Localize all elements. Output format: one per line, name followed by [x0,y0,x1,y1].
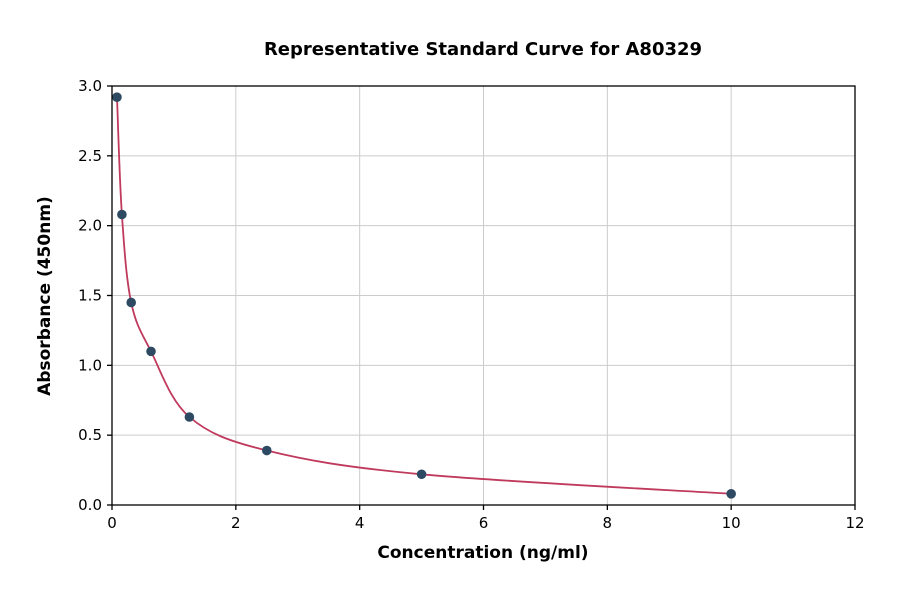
y-tick-label: 0.0 [78,496,102,514]
y-tick-label: 2.0 [78,217,102,235]
x-ticks-group: 0 2 4 6 8 10 12 [107,505,865,532]
y-ticks-group: 0.0 0.5 1.0 1.5 2.0 2.5 3.0 [78,77,112,514]
y-tick-label: 3.0 [78,77,102,95]
data-point [117,209,127,220]
y-tick-label: 0.5 [78,426,102,444]
x-axis-label: Concentration (ng/ml) [377,543,588,563]
data-point [184,412,195,422]
data-point [726,489,736,499]
y-tick-label: 1.0 [78,356,102,374]
y-tick-label: 1.5 [78,287,102,305]
x-tick-label: 2 [231,514,241,532]
y-axis-label: Absorbance (450nm) [35,196,55,396]
x-tick-label: 10 [722,514,741,532]
x-tick-label: 12 [845,514,864,532]
data-points-group [112,92,736,499]
data-point [126,297,136,308]
data-point [146,346,156,357]
x-tick-label: 4 [355,514,365,532]
gridlines-group [111,85,856,506]
data-point [416,469,427,480]
y-tick-label: 2.5 [78,147,102,165]
x-tick-label: 0 [107,514,117,532]
data-point [261,445,272,456]
x-tick-label: 6 [479,514,489,532]
x-tick-label: 8 [603,514,613,532]
data-point [112,92,122,102]
chart-title: Representative Standard Curve for A80329 [264,39,702,60]
